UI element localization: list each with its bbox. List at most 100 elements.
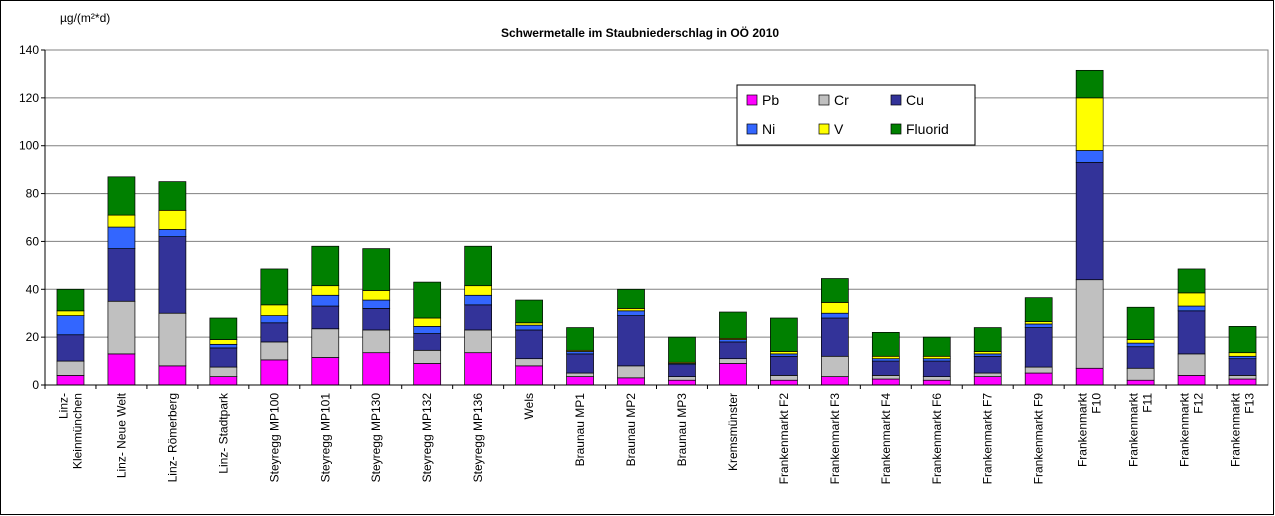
bar-segment [1075, 279, 1104, 369]
bar-segment [973, 353, 1002, 357]
bar-segment [56, 334, 85, 362]
bar-segment [1126, 346, 1155, 369]
bar-segment [311, 285, 340, 296]
bar-segment [413, 281, 442, 319]
legend-label: Cu [906, 92, 924, 108]
bar-segment [209, 339, 238, 345]
bar-segment [260, 304, 289, 316]
bar-segment [260, 359, 289, 386]
x-tick-label-line: Frankenmarkt [1178, 392, 1192, 467]
bar-segment [1228, 355, 1257, 360]
x-tick-label-line: Braunau MP3 [675, 393, 689, 467]
bar-segment [719, 311, 747, 339]
bar-segment [158, 209, 187, 230]
bar-segment [770, 353, 798, 357]
bar-segment [311, 357, 340, 386]
bar-segment [413, 326, 442, 334]
bar-segment [973, 372, 1002, 377]
x-tick-label-line: F12 [1191, 393, 1205, 414]
bar-segment [56, 315, 85, 336]
y-tick-label: 120 [19, 91, 39, 105]
x-tick-label: Frankenmarkt F2 [777, 393, 791, 485]
legend-box [736, 84, 976, 146]
bar-segment [56, 375, 85, 386]
bar-segment [770, 351, 798, 355]
bar-segment [362, 352, 391, 386]
x-tick-label: Frankenmarkt F3 [828, 393, 842, 485]
x-tick-label: Linz- Römerberg [165, 393, 179, 482]
bar-segment [973, 355, 1002, 374]
x-tick-label: Frankenmarkt F6 [930, 393, 944, 485]
x-tick-label: Linz- Stadtpark [216, 392, 230, 474]
bar-segment [107, 176, 136, 216]
x-tick-label: Frankenmarkt F7 [981, 393, 995, 485]
bar-segment [1228, 375, 1257, 380]
x-tick-label-line: Frankenmarkt F4 [879, 393, 893, 485]
bar-segment [413, 349, 442, 364]
x-tick-label-line: Steyregg MP132 [420, 393, 434, 483]
x-tick-label-line: Frankenmarkt [1229, 392, 1243, 467]
legend-label: Fluorid [906, 121, 949, 137]
bar-segment [209, 317, 238, 340]
y-tick-label: 60 [26, 234, 40, 248]
bar-segment [1024, 297, 1053, 322]
bar-segment [617, 308, 645, 312]
bar-segment [1228, 358, 1257, 376]
y-tick-label: 40 [26, 282, 40, 296]
bar-segment [871, 358, 900, 362]
bar-segment [617, 288, 645, 309]
x-tick-label: Steyregg MP100 [267, 393, 281, 483]
legend-label: V [834, 121, 844, 137]
bar-segment [1177, 305, 1206, 312]
bar-segment [719, 358, 747, 364]
legend-swatch [818, 94, 830, 106]
x-tick-label-line: F10 [1089, 393, 1103, 414]
x-tick-label-line: Frankenmarkt F2 [777, 393, 791, 485]
bar-segment [1228, 352, 1257, 357]
bar-segment [464, 329, 492, 354]
bar-segment [922, 376, 951, 381]
bar-segment [158, 181, 187, 211]
bar-segment [821, 376, 849, 386]
bar-segment [821, 302, 849, 314]
x-tick-label-line: Frankenmarkt F6 [930, 393, 944, 485]
bar-segment [668, 364, 696, 377]
bar-segment [566, 351, 594, 355]
bar-segment [922, 358, 951, 362]
bar-segment [209, 347, 238, 368]
bar-segment [1177, 353, 1206, 376]
bar-segment [515, 299, 543, 324]
bar-segment [107, 248, 136, 302]
bar-segment [158, 236, 187, 314]
x-tick-label: Braunau MP3 [675, 393, 689, 467]
bar-segment [107, 214, 136, 228]
bar-segment [1126, 339, 1155, 344]
bar-segment [464, 294, 492, 306]
x-tick-label: Wels [522, 393, 536, 419]
x-tick-label-line: Steyregg MP130 [369, 393, 383, 483]
bar-segment [56, 310, 85, 316]
bar-segment [668, 379, 696, 386]
bar-segment [922, 355, 951, 360]
x-tick-label-line: Frankenmarkt F7 [981, 393, 995, 485]
x-tick-label: Frankenmarkt F4 [879, 393, 893, 485]
bar-segment [1075, 69, 1104, 99]
bar-segment [260, 341, 289, 361]
bar-segment [1024, 372, 1053, 386]
bar-segment [922, 336, 951, 357]
bar-segment [362, 329, 391, 354]
x-tick-label-line: Linz- Römerberg [165, 393, 179, 482]
x-tick-label: FrankenmarktF11 [1127, 392, 1155, 467]
bar-segment [566, 372, 594, 377]
bar-segment [719, 339, 747, 343]
bar-segment [1075, 162, 1104, 281]
bar-segment [515, 365, 543, 386]
x-tick-label-line: Kremsmünster [726, 393, 740, 471]
bar-segment [362, 248, 391, 291]
bar-segment [973, 327, 1002, 352]
x-tick-label: Steyregg MP136 [471, 393, 485, 483]
x-tick-label-line: Linz- Neue Welt [114, 392, 128, 478]
y-tick-label: 100 [19, 139, 39, 153]
x-tick-label-line: Kleinmünchen [70, 393, 84, 469]
x-tick-label: Braunau MP2 [624, 393, 638, 467]
